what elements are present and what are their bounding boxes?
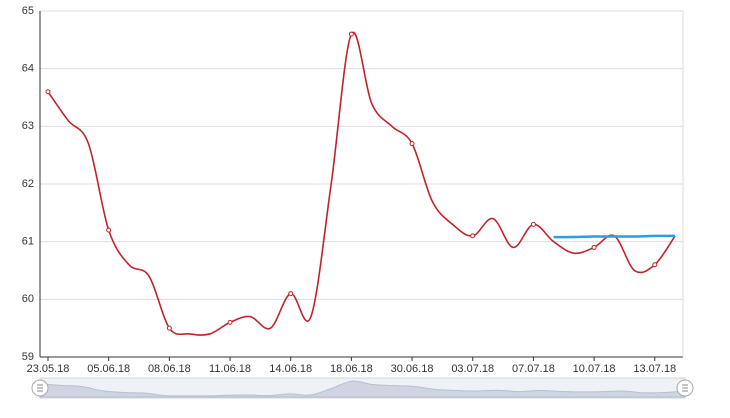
x-tick-label: 13.07.18 — [633, 363, 676, 375]
x-tick-label: 11.06.18 — [209, 363, 251, 375]
x-tick-label: 23.05.18 — [27, 363, 70, 375]
point-marker — [288, 291, 294, 297]
y-tick-label: 65 — [22, 5, 34, 17]
point-marker — [530, 221, 536, 227]
zoom-handle-grip — [682, 384, 688, 392]
y-tick-label: 61 — [22, 236, 34, 248]
point-marker — [348, 31, 354, 37]
x-tick-label: 10.07.18 — [573, 363, 616, 375]
point-marker — [652, 262, 658, 268]
x-tick-label: 07.07.18 — [512, 363, 555, 375]
zoom-preview — [39, 380, 686, 398]
x-tick-label: 05.06.18 — [87, 363, 130, 375]
point-marker — [45, 89, 51, 95]
point-marker — [409, 141, 415, 147]
point-marker — [227, 319, 233, 325]
x-tick-label: 30.06.18 — [391, 363, 434, 375]
series-line — [553, 234, 676, 239]
y-tick-label: 63 — [22, 120, 34, 132]
point-marker — [166, 325, 172, 331]
y-tick-label: 64 — [22, 63, 34, 75]
point-marker — [470, 233, 476, 239]
point-marker — [106, 227, 112, 233]
x-tick-label: 18.06.18 — [330, 363, 373, 375]
y-tick-label: 59 — [22, 351, 34, 363]
zoom-handle-grip — [37, 384, 43, 392]
y-tick-label: 60 — [22, 293, 34, 305]
point-marker — [591, 244, 597, 250]
y-tick-label: 62 — [22, 178, 34, 190]
x-tick-label: 14.06.18 — [269, 363, 312, 375]
x-tick-label: 03.07.18 — [451, 363, 494, 375]
x-tick-label: 08.06.18 — [148, 363, 191, 375]
data-zoom[interactable] — [31, 377, 694, 399]
